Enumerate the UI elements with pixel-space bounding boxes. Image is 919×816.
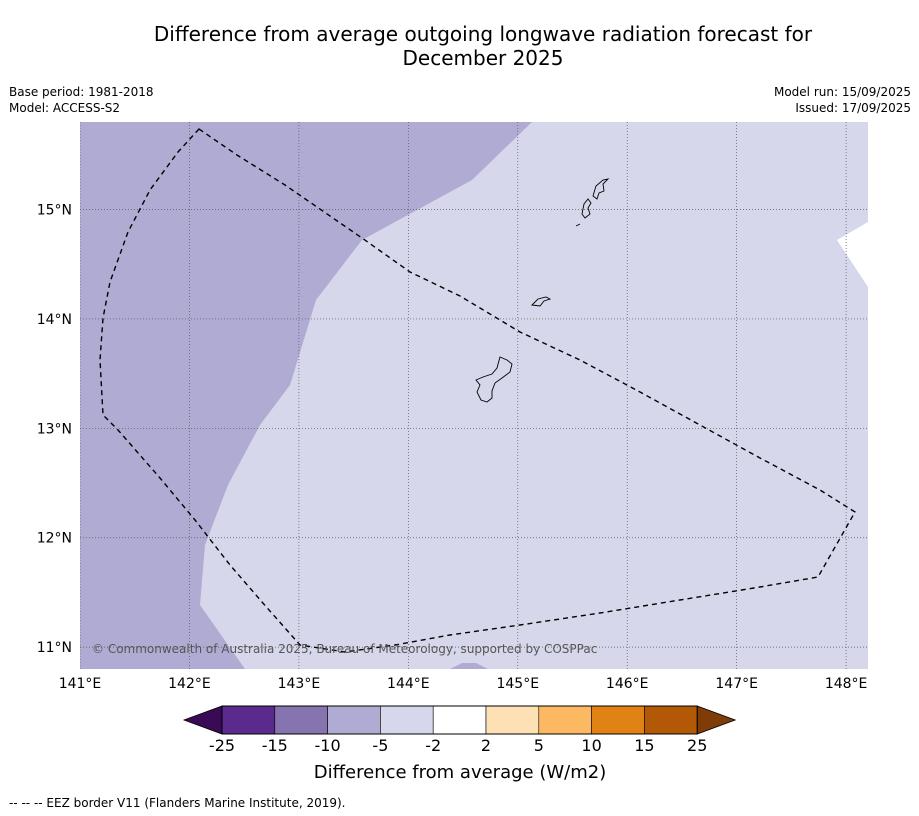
lon-tick-label: 142°E — [168, 676, 211, 692]
copyright-notice: © Commonwealth of Australia 2025, Bureau… — [92, 642, 597, 656]
lat-tick-label: 14°N — [37, 312, 72, 328]
colorbar-segment — [380, 705, 434, 735]
colorbar-extend-under — [182, 705, 223, 735]
island-tinian — [581, 198, 592, 219]
colorbar-segment — [432, 705, 487, 735]
eez-legend-note: -- -- -- EEZ border V11 (Flanders Marine… — [9, 796, 346, 810]
eez-border — [99, 128, 856, 653]
lon-tick-label: 147°E — [715, 676, 758, 692]
meta-right: Model run: 15/09/2025 Issued: 17/09/2025 — [774, 84, 911, 116]
colorbar-tick-label: -15 — [262, 736, 288, 755]
meta-left: Base period: 1981-2018 Model: ACCESS-S2 — [9, 84, 154, 116]
title-line-1: Difference from average outgoing longwav… — [153, 22, 813, 46]
colorbar-segment — [327, 705, 381, 735]
island-rota — [531, 296, 552, 307]
lat-tick-label: 11°N — [37, 640, 72, 656]
colorbar-segment — [485, 705, 540, 735]
colorbar-extend-over — [696, 705, 737, 735]
model-run: Model run: 15/09/2025 — [773, 85, 911, 99]
colorbar-tick-label: 25 — [687, 736, 707, 755]
lon-tick-label: 148°E — [825, 676, 868, 692]
colorbar-tick-label: 5 — [534, 736, 544, 755]
colorbar-tick-label: -25 — [209, 736, 235, 755]
lon-tick-label: 141°E — [59, 676, 102, 692]
lon-tick-label: 143°E — [278, 676, 321, 692]
colorbar-tick-label: 10 — [581, 736, 601, 755]
map-title: Difference from average outgoing longwav… — [0, 22, 919, 70]
colorbar-tick-label: -10 — [315, 736, 341, 755]
anomaly-field-minus10-minus5 — [80, 122, 532, 669]
island-guam — [475, 356, 513, 403]
colorbar-segment — [644, 705, 698, 735]
island-aguijan — [575, 223, 581, 227]
colorbar: -25 -15 -10 -5 -2 2 5 10 15 25 — [182, 705, 737, 755]
colorbar-segment — [538, 705, 592, 735]
lat-tick-label: 13°N — [37, 421, 72, 437]
colorbar-segment — [221, 705, 276, 735]
colorbar-tick-label: 2 — [481, 736, 491, 755]
lon-tick-label: 144°E — [387, 676, 430, 692]
island-saipan — [592, 178, 610, 200]
colorbar-tick-label: 15 — [634, 736, 654, 755]
anomaly-patch-south — [450, 663, 488, 669]
issued-date: Issued: 17/09/2025 — [795, 101, 911, 115]
colorbar-tick-label: -5 — [372, 736, 388, 755]
colorbar-outline — [221, 705, 698, 735]
model-name: Model: ACCESS-S2 — [9, 101, 121, 115]
title-line-2: December 2025 — [402, 46, 564, 70]
colorbar-segment — [274, 705, 328, 735]
map-area — [80, 122, 868, 669]
map-figure: © Commonwealth of Australia 2025, Bureau… — [37, 122, 868, 783]
colorbar-segment — [591, 705, 645, 735]
lat-tick-label: 15°N — [37, 203, 72, 219]
lat-tick-labels: 11°N 12°N 13°N 14°N 15°N — [37, 203, 72, 657]
lon-tick-label: 145°E — [496, 676, 539, 692]
colorbar-tick-label: -2 — [425, 736, 441, 755]
base-period: Base period: 1981-2018 — [9, 85, 154, 99]
lat-tick-label: 12°N — [37, 531, 72, 547]
lon-tick-label: 146°E — [606, 676, 649, 692]
coastlines — [475, 178, 610, 403]
lon-tick-labels: 141°E 142°E 143°E 144°E 145°E 146°E 147°E 148°E — [59, 676, 868, 692]
grid-lines — [80, 122, 868, 669]
anomaly-field-minus2-2 — [837, 222, 868, 287]
colorbar-label: Difference from average (W/m2) — [314, 762, 606, 783]
